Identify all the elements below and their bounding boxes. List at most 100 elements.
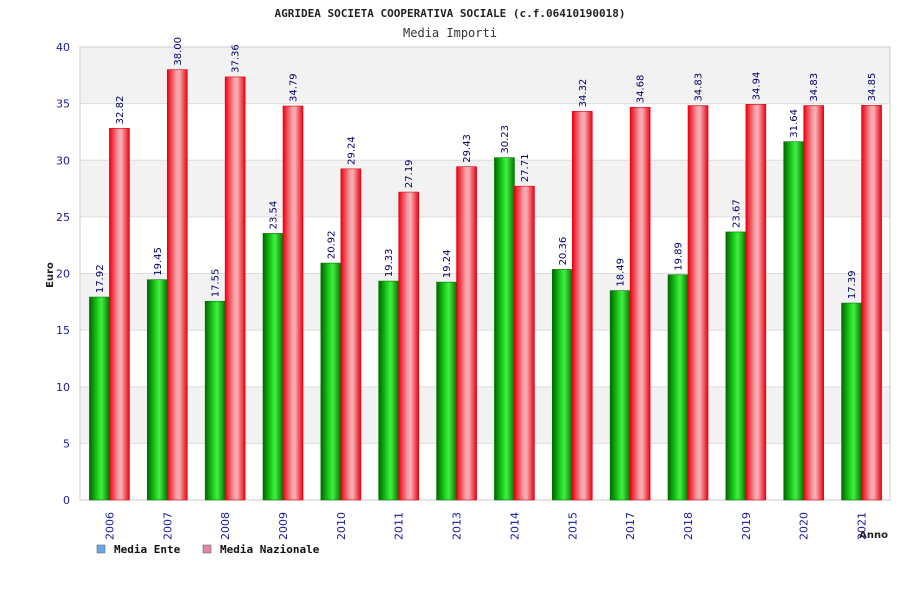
data-label: 19.45 [153,247,164,276]
y-tick-label: 15 [56,324,70,337]
data-label: 34.32 [578,79,589,108]
bar-media-nazionale [571,111,593,501]
data-label: 29.43 [462,134,473,163]
grid-band [80,386,890,444]
bar-media-ente [667,274,689,501]
bar-media-nazionale [340,168,362,501]
data-label: 19.89 [674,242,685,271]
legend: Media Ente Media Nazionale [96,543,320,556]
x-tick-label: 2017 [624,512,637,540]
bar-media-ente [436,281,457,501]
data-label: 29.24 [346,136,357,165]
y-tick-label: 25 [56,211,70,224]
plot-border [79,46,891,501]
x-tick-label: 2014 [508,512,521,540]
bar-media-ente [783,141,805,501]
x-tick-label: 2018 [682,512,695,540]
bar-media-nazionale [514,185,535,501]
bar-media-nazionale [629,106,651,501]
bar-media-nazionale [456,166,477,501]
bar-media-ente [494,157,515,501]
x-tick-label: 2010 [335,512,348,540]
bar-media-ente [378,280,400,501]
x-tick-label: 2021 [856,512,869,540]
bar-media-nazionale [745,104,767,501]
bar-media-ente [841,302,862,501]
grid-band [80,47,890,104]
x-tick-label: 2015 [566,512,579,540]
bar-media-ente [609,290,631,501]
data-label: 34.68 [636,75,647,104]
x-tick-label: 2008 [219,512,232,540]
data-label: 19.24 [442,249,453,278]
chart-title: AGRIDEA SOCIETA COOPERATIVA SOCIALE (c.f… [275,7,626,20]
x-axis-label: Anno [859,530,888,541]
grid-band [80,330,890,387]
x-tick-label: 2019 [740,512,753,540]
data-label: 20.92 [326,230,337,259]
data-label: 34.85 [867,73,878,102]
bar-media-ente [725,231,747,501]
bar-media-nazionale [109,128,130,501]
legend-label-media-ente: Media Ente [114,543,181,556]
bar-media-nazionale [687,105,709,501]
bar-media-ente [262,233,284,501]
data-label: 31.64 [789,109,800,138]
y-tick-label: 5 [63,437,70,450]
bar-media-nazionale [398,191,420,501]
bar-media-nazionale [861,105,882,501]
y-tick-label: 20 [56,268,70,281]
data-label: 23.67 [731,199,742,228]
y-tick-label: 0 [63,494,70,507]
bar-media-nazionale [282,105,304,501]
data-label: 34.79 [289,73,300,102]
data-label: 34.94 [751,72,762,101]
data-label: 38.00 [173,37,184,66]
data-label: 30.23 [500,125,511,154]
legend-swatch-media-nazionale [202,544,212,554]
legend-swatch-media-ente [96,544,106,554]
x-axis: 2006 2007 2008 2009 2010 2011 2013 2014 2015 2017… [103,512,868,540]
grid-band [80,103,890,161]
data-label: 17.55 [211,269,222,298]
grid-band [80,160,890,217]
bar-media-nazionale [224,76,246,501]
legend-label-media-nazionale: Media Nazionale [220,543,320,556]
data-label: 37.36 [231,44,242,73]
grid-band [80,216,890,274]
grid-band [80,273,890,331]
data-label: 34.83 [809,73,820,102]
y-tick-label: 10 [56,381,70,394]
x-tick-label: 2013 [451,512,464,540]
data-label: 19.33 [384,248,395,277]
bar-media-ente [320,262,342,501]
y-tick-label: 30 [56,154,70,167]
data-label: 34.83 [694,73,705,102]
y-tick-label: 40 [56,41,70,54]
x-tick-label: 2020 [798,512,811,540]
data-label: 27.71 [520,154,531,183]
data-label: 17.92 [95,264,106,293]
bar-media-ente [146,279,168,501]
x-tick-label: 2011 [393,512,406,540]
data-label: 23.54 [269,201,280,230]
y-axis: 0 5 10 15 20 25 30 35 40 [56,41,70,507]
x-tick-label: 2009 [277,512,290,540]
y-tick-label: 35 [56,98,70,111]
data-label: 32.82 [115,96,126,125]
data-label: 27.19 [404,159,415,188]
bars-group: 17.92 32.82 19.45 38.00 17.55 37.36 23.54 34.79… [89,37,882,501]
bar-media-ente [89,296,110,501]
bar-media-ente [551,269,573,501]
y-axis-label: Euro [45,262,56,288]
x-tick-label: 2007 [161,512,174,540]
data-label: 17.39 [847,270,858,299]
data-label: 18.49 [616,258,627,287]
bar-media-nazionale [166,69,188,501]
chart-subtitle: Media Importi [403,26,497,40]
bar-media-nazionale [803,105,825,501]
data-label: 20.36 [558,237,569,266]
bar-media-ente [204,300,226,501]
grid-band [80,443,890,500]
